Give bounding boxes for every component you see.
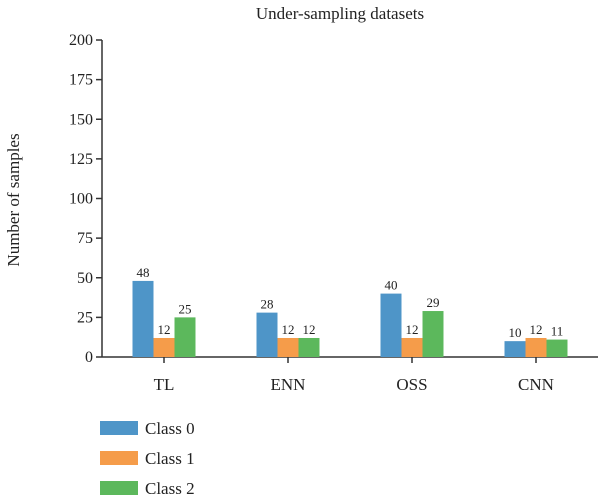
legend: Class 0 Class 1 Class 2 bbox=[100, 419, 195, 498]
data-label: 12 bbox=[158, 322, 171, 337]
x-tick-label: ENN bbox=[271, 375, 306, 394]
legend-swatch bbox=[100, 451, 138, 465]
y-tick-label: 0 bbox=[85, 349, 93, 366]
data-label: 48 bbox=[137, 265, 150, 280]
y-tick-label: 75 bbox=[77, 230, 93, 247]
legend-label: Class 0 bbox=[145, 419, 195, 438]
bar-class-2 bbox=[422, 311, 444, 357]
bars: 48 12 25 28 12 12 40 12 29 10 12 11 bbox=[132, 265, 568, 357]
y-axis: 0 25 50 75 100 125 150 175 200 bbox=[69, 32, 103, 366]
data-label: 10 bbox=[509, 325, 522, 340]
x-axis: TL ENN OSS CNN bbox=[102, 356, 598, 394]
data-label: 28 bbox=[261, 297, 274, 312]
y-tick-label: 175 bbox=[69, 72, 93, 89]
bar-class-2 bbox=[546, 339, 568, 357]
y-tick-label: 50 bbox=[77, 270, 93, 287]
y-tick-label: 150 bbox=[69, 111, 93, 128]
legend-label: Class 2 bbox=[145, 479, 195, 498]
bar-class-1 bbox=[277, 337, 299, 357]
x-tick-label: CNN bbox=[518, 375, 554, 394]
bar-class-0 bbox=[380, 293, 402, 357]
bar-class-2 bbox=[174, 317, 196, 357]
bar-class-0 bbox=[132, 280, 154, 357]
data-label: 40 bbox=[385, 278, 398, 293]
y-axis-title: Number of samples bbox=[4, 133, 23, 266]
data-label: 12 bbox=[303, 322, 316, 337]
data-label: 12 bbox=[282, 322, 295, 337]
y-tick-label: 125 bbox=[69, 151, 93, 168]
legend-label: Class 1 bbox=[145, 449, 195, 468]
y-tick-label: 200 bbox=[69, 32, 93, 49]
x-tick-label: TL bbox=[154, 375, 175, 394]
bar-class-0 bbox=[504, 341, 526, 357]
bar-class-1 bbox=[153, 337, 175, 357]
y-tick-label: 100 bbox=[69, 191, 93, 208]
x-tick-label: OSS bbox=[396, 375, 427, 394]
legend-swatch bbox=[100, 421, 138, 435]
chart-title: Under-sampling datasets bbox=[256, 4, 424, 23]
y-tick-label: 25 bbox=[77, 309, 93, 326]
data-label: 29 bbox=[427, 295, 440, 310]
bar-class-0 bbox=[256, 312, 278, 357]
data-label: 12 bbox=[406, 322, 419, 337]
bar-class-2 bbox=[298, 337, 320, 357]
data-label: 11 bbox=[551, 324, 564, 339]
bar-class-1 bbox=[401, 337, 423, 357]
data-label: 25 bbox=[179, 301, 192, 316]
legend-swatch bbox=[100, 481, 138, 495]
bar-class-1 bbox=[525, 337, 547, 357]
data-label: 12 bbox=[530, 322, 543, 337]
